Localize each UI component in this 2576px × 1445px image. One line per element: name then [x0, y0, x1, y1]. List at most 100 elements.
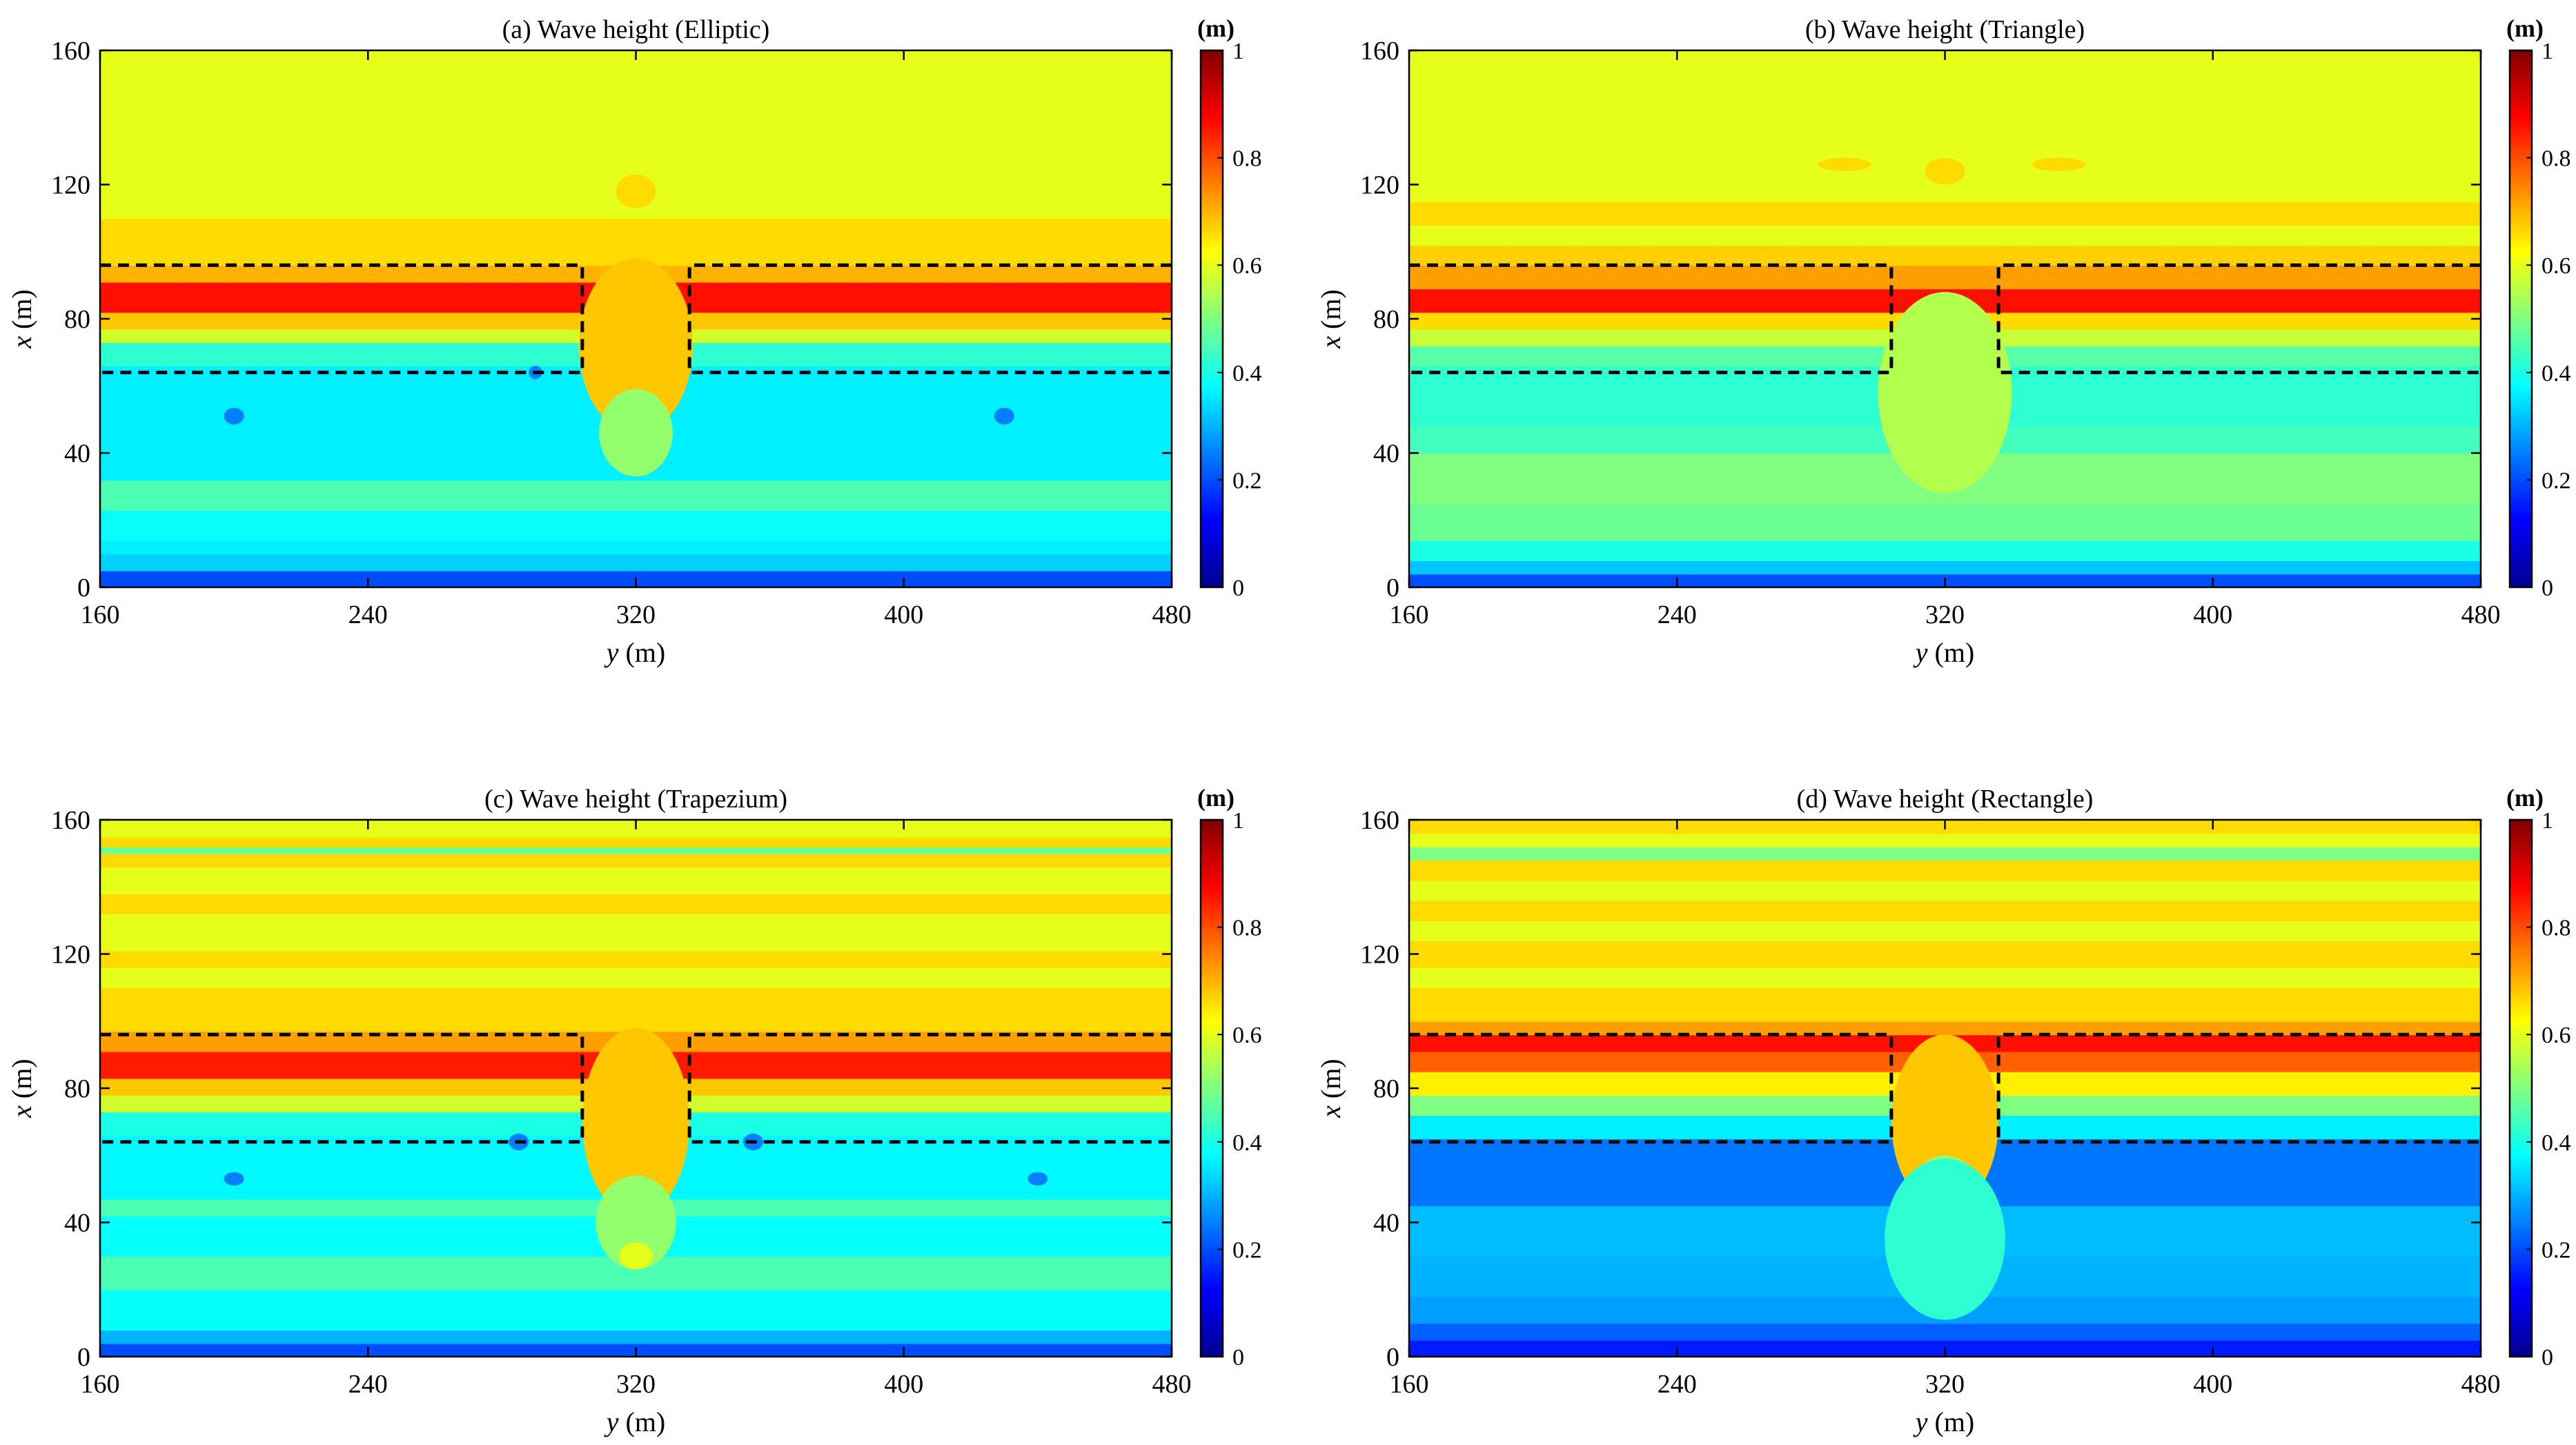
panel-c-xtick-label: 320 [616, 1370, 656, 1399]
panel-c-xtick-label: 480 [1152, 1370, 1192, 1399]
panel-b-xtick-label: 480 [2461, 600, 2501, 629]
panel-b-structure-outline-left [1409, 263, 1894, 375]
panel-c-ylabel: x (m) [6, 1059, 37, 1119]
panel-b-xlabel: y (m) [1913, 637, 1975, 668]
panel-a-feature-8 [994, 407, 1014, 425]
panel-a-colorbar [1199, 49, 1224, 589]
panel-b-colorbar-tick-label: 0.8 [2541, 146, 2571, 172]
panel-a-colorbar-tick-label: 1 [1232, 39, 1244, 64]
panel-b-ytick-label: 120 [1360, 171, 1399, 200]
panel-a-ylabel: x (m) [6, 289, 37, 349]
panel-d-xtick-label: 320 [1925, 1370, 1965, 1399]
panel-c-xtick-label: 240 [348, 1370, 388, 1399]
panel-c-ylabel-var: x [6, 1105, 37, 1119]
panel-a-structure-outline-left [100, 263, 584, 375]
panel-c-ylabel-unit: (m) [6, 1059, 37, 1105]
panel-a-xtick-label: 320 [616, 600, 656, 629]
panel-c-ytick-label: 40 [64, 1209, 90, 1238]
panel-b-band-2 [1409, 540, 2481, 562]
panel-d-band-19 [1409, 860, 2481, 881]
panel-b-colorbar-tick-label: 0.6 [2541, 253, 2571, 279]
panel-a-band-1 [100, 553, 1172, 571]
panel-a-ytick-label: 120 [51, 171, 90, 200]
panel-d-band-17 [1409, 900, 2481, 921]
panel-c-colorbar [1199, 818, 1224, 1358]
panel-d-ylabel: x (m) [1315, 1059, 1346, 1119]
panel-d-feature-5 [1885, 1159, 2005, 1320]
panel-d-ytick-label: 160 [1360, 806, 1399, 835]
panel-a: 160 240 320 400 480 0 40 80 120 160 (a) Wave heigh… [6, 14, 1262, 668]
panel-a-title: (a) Wave height (Elliptic) [502, 15, 770, 44]
panel-b-structure-outline-right [1996, 263, 2481, 375]
panel-b-xtick-label: 240 [1658, 600, 1697, 629]
panel-c-feature-2 [582, 1028, 690, 1216]
panel-b-band-13 [1409, 224, 2481, 246]
panel-a-feature-5 [616, 174, 656, 208]
panel-d-structure-outline-right [1996, 1032, 2481, 1144]
panel-d-colorbar-tick-label: 0.2 [2541, 1237, 2571, 1263]
panel-a-ytick-label: 0 [77, 573, 90, 602]
panel-d-colorbar-tick-label: 0.6 [2541, 1023, 2571, 1048]
panel-d-ytick-label: 80 [1373, 1074, 1399, 1103]
panel-d-feature-2 [1891, 1034, 1999, 1210]
panel-d-band-1 [1409, 1323, 2481, 1341]
panel-a-band-3 [100, 510, 1172, 541]
panel-c-colorbar-tick-label: 1 [1232, 808, 1244, 834]
panel-d-xtick-label: 480 [2461, 1370, 2501, 1399]
panel-a-colorbar-tick-label: 0.4 [1232, 361, 1262, 386]
panel-c-plot-area [100, 820, 1172, 1357]
panel-a-colorbar-tick-label: 0.8 [1232, 146, 1262, 172]
panel-b-xtick-label: 400 [2193, 600, 2232, 629]
panel-b-band-1 [1409, 560, 2481, 575]
panel-b-band-11 [1409, 265, 2481, 290]
panel-d-band-20 [1409, 846, 2481, 861]
panel-d-band-15 [1409, 941, 2481, 968]
panel-c-xlabel: y (m) [604, 1406, 666, 1437]
panel-b-feature-5 [1818, 157, 1871, 172]
panel-b-feature-6 [2032, 157, 2086, 172]
panel-c-ytick-label: 0 [77, 1343, 90, 1372]
panel-c-feature-3 [596, 1175, 676, 1270]
panel-a-band-4 [100, 480, 1172, 511]
panel-b-ylabel: x (m) [1315, 289, 1346, 349]
panel-b-ytick-label: 80 [1373, 305, 1399, 334]
panel-d-ytick-label: 40 [1373, 1209, 1399, 1238]
panel-a-feature-4 [599, 389, 673, 477]
panel-b-ylabel-var: x [1315, 336, 1346, 349]
panel-c-ytick-label: 80 [64, 1074, 90, 1103]
panel-a-ytick-label: 160 [51, 37, 90, 66]
panel-c-band-20 [100, 836, 1172, 847]
panel-d-structure-outline-left [1409, 1032, 1894, 1144]
panel-b-xtick-label: 320 [1925, 600, 1965, 629]
panel-d-colorbar-unit: (m) [2506, 784, 2544, 812]
panel-a-xtick-label: 160 [81, 600, 120, 629]
panel-b-colorbar [2508, 49, 2533, 589]
panel-a-feature-6 [224, 407, 244, 425]
panel-b-xtick-label: 160 [1390, 600, 1429, 629]
panel-a-ylabel-unit: (m) [6, 289, 37, 336]
panel-c-band-2 [100, 1289, 1172, 1331]
panel-c-xlabel-unit: (m) [619, 1406, 666, 1437]
panel-c-band-16 [100, 893, 1172, 915]
panel-d-band-16 [1409, 920, 2481, 942]
panel-b-plot-area [1409, 50, 2481, 587]
panel-a-xlabel-var: y [604, 637, 619, 668]
panel-d-colorbar-tick-label: 0.4 [2541, 1130, 2571, 1156]
panel-c-band-15 [100, 914, 1172, 952]
panel-a-band-11 [100, 218, 1172, 266]
panel-c-feature-5 [224, 1172, 244, 1186]
panel-b-colorbar-tick-label: 0.2 [2541, 468, 2571, 493]
panel-d-ylabel-unit: (m) [1315, 1059, 1346, 1105]
panel-c-structure-outline-left [100, 1032, 584, 1144]
panel-a-ytick-label: 80 [64, 305, 90, 334]
panel-d-band-21 [1409, 833, 2481, 847]
panel-d-band-18 [1409, 880, 2481, 901]
panel-a-xtick-label: 480 [1152, 600, 1192, 629]
panel-c-band-18 [100, 853, 1172, 868]
panel-d-plot-area [1409, 820, 2481, 1357]
panel-d-band-11 [1409, 1021, 2481, 1036]
panel-b-feature-4 [1925, 157, 1965, 185]
panel-b-xlabel-var: y [1913, 637, 1928, 668]
panel-d-band-14 [1409, 967, 2481, 989]
